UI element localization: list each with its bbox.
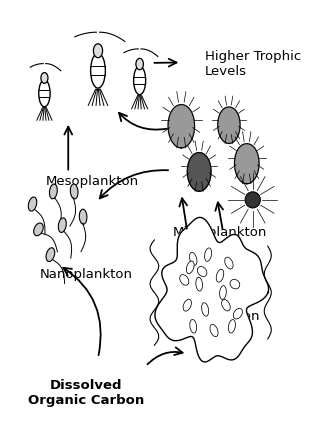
Ellipse shape: [183, 299, 191, 311]
Ellipse shape: [204, 248, 212, 262]
Text: Mesoplankton: Mesoplankton: [45, 175, 139, 188]
Ellipse shape: [91, 54, 105, 89]
Ellipse shape: [210, 325, 218, 337]
Text: Dissolved
Organic Carbon: Dissolved Organic Carbon: [28, 378, 144, 406]
Ellipse shape: [202, 303, 209, 317]
Text: Higher Trophic
Levels: Higher Trophic Levels: [205, 50, 301, 78]
Ellipse shape: [39, 81, 50, 107]
Ellipse shape: [230, 280, 240, 289]
Ellipse shape: [93, 45, 103, 58]
Ellipse shape: [197, 267, 207, 277]
Ellipse shape: [34, 224, 43, 236]
Ellipse shape: [245, 193, 260, 208]
Polygon shape: [187, 153, 211, 192]
Ellipse shape: [28, 198, 37, 212]
Ellipse shape: [216, 270, 224, 282]
Ellipse shape: [41, 73, 48, 84]
Ellipse shape: [233, 308, 243, 319]
Polygon shape: [235, 144, 259, 184]
Ellipse shape: [58, 219, 66, 233]
Ellipse shape: [189, 253, 197, 266]
Ellipse shape: [70, 184, 78, 199]
Ellipse shape: [190, 320, 196, 333]
Ellipse shape: [220, 286, 226, 300]
Text: Nanoplankton: Nanoplankton: [40, 268, 132, 280]
Ellipse shape: [222, 300, 230, 311]
Polygon shape: [218, 108, 240, 144]
Text: Picoplankton: Picoplankton: [174, 310, 260, 322]
Text: Microplankton: Microplankton: [173, 225, 267, 239]
Ellipse shape: [186, 262, 194, 274]
Ellipse shape: [50, 184, 57, 199]
Ellipse shape: [225, 258, 233, 269]
Ellipse shape: [228, 320, 236, 333]
Ellipse shape: [196, 278, 203, 291]
Ellipse shape: [46, 248, 55, 262]
Polygon shape: [168, 105, 195, 149]
Ellipse shape: [180, 275, 189, 285]
Polygon shape: [155, 218, 268, 362]
Ellipse shape: [136, 59, 143, 71]
Ellipse shape: [79, 210, 87, 225]
Ellipse shape: [134, 67, 146, 95]
